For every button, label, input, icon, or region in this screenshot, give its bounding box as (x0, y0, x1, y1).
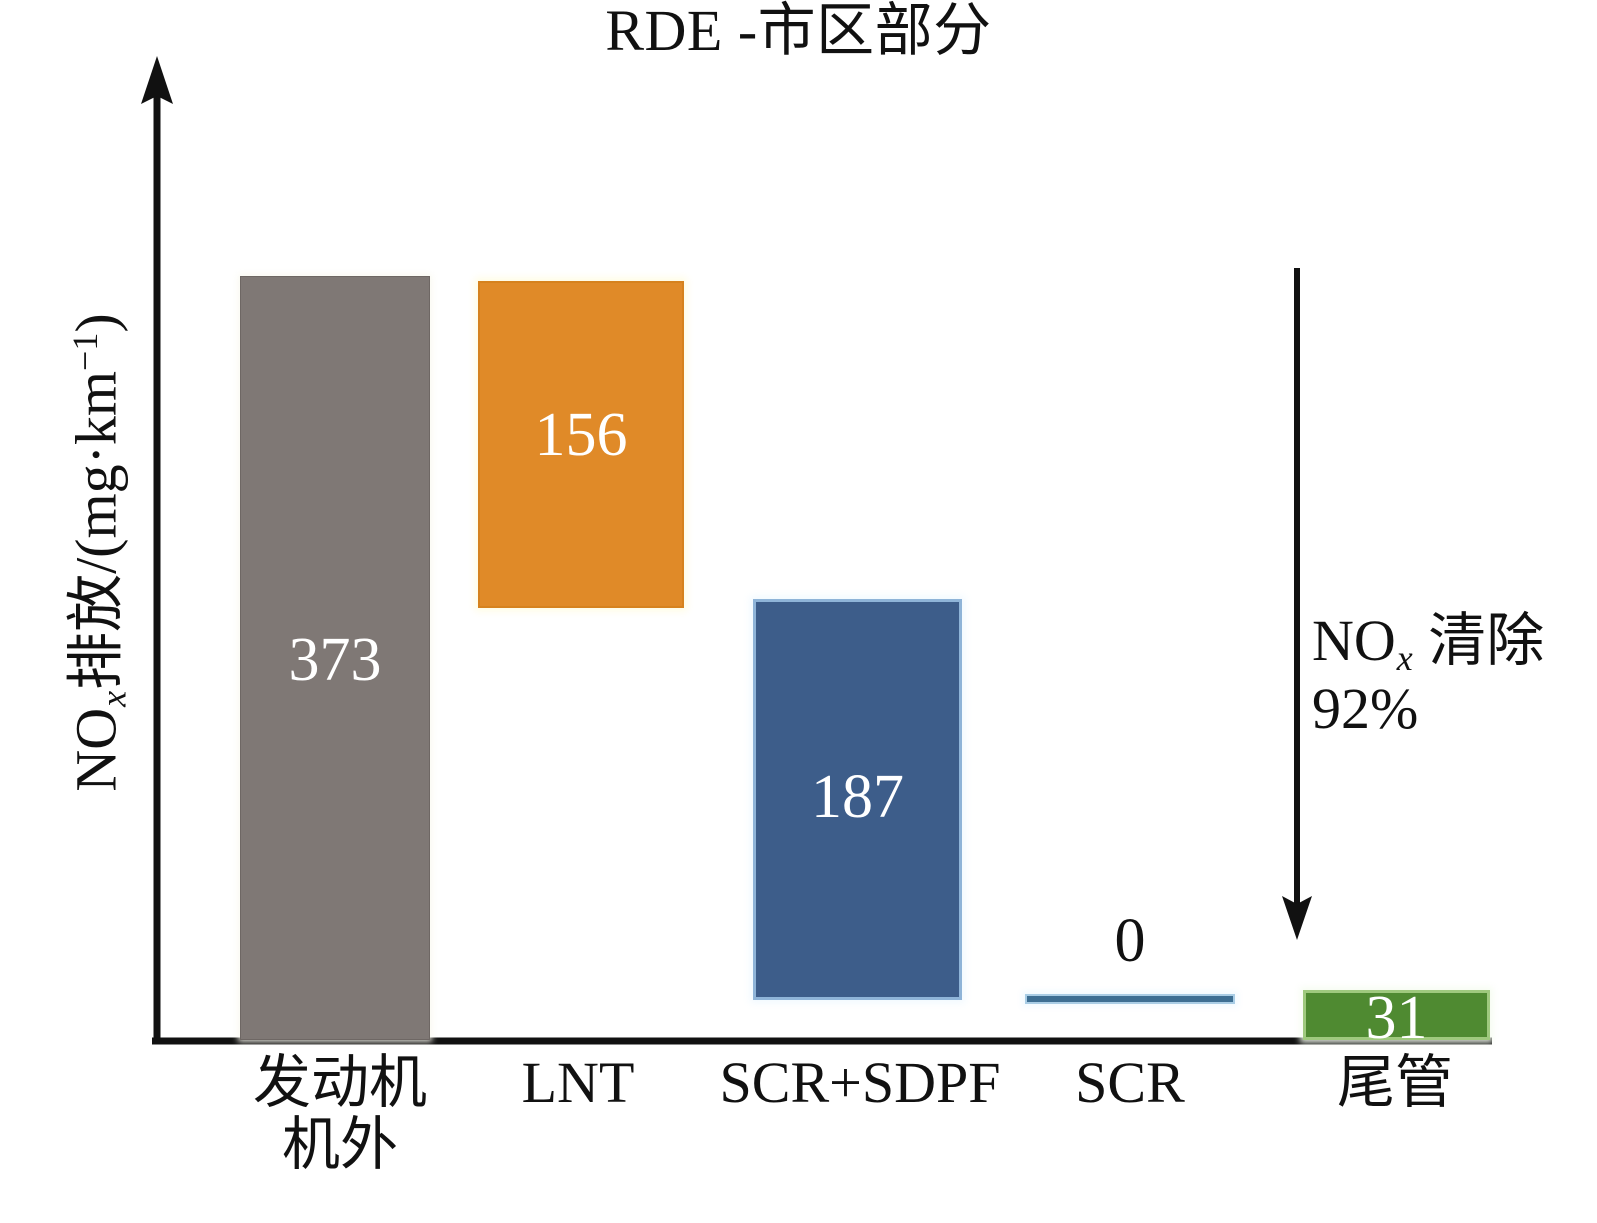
bar-value-lnt: 156 (534, 401, 628, 469)
bar-engine-out[interactable]: 373 (240, 276, 430, 1040)
y-axis-arrowhead-icon (141, 56, 173, 104)
reduction-arrow-head-icon (1282, 896, 1312, 940)
reduction-subscript: x (1396, 638, 1413, 679)
reduction-prefix: NO (1312, 608, 1396, 673)
x-axis-label-engine-out: 发动机 机外 (215, 1050, 465, 1178)
chart-title: RDE -市区部分 (605, 0, 992, 63)
x-axis-label-scr: SCR (1020, 1050, 1240, 1115)
x-axis-label-lnt-line1: LNT (521, 1050, 635, 1115)
reduction-percent: 92% (1312, 675, 1419, 741)
x-axis-label-scr-line1: SCR (1075, 1050, 1185, 1115)
nox-reduction-annotation: NOx 清除 92% (1312, 608, 1597, 741)
x-axis-label-scr-sdpf-line1: SCR+SDPF (719, 1050, 1001, 1115)
bar-tailpipe[interactable]: 31 (1303, 987, 1490, 1049)
x-axis-label-lnt: LNT (458, 1050, 698, 1115)
x-axis-label-tailpipe: 尾管 (1280, 1050, 1510, 1115)
x-axis-label-engine-out-line1: 发动机 (252, 1050, 427, 1115)
bar-scr[interactable]: 0 (1025, 910, 1235, 1004)
x-axis-label-engine-out-line2: 机外 (281, 1112, 398, 1178)
bar-value-scr-sdpf: 187 (811, 763, 904, 831)
reduction-suffix: 清除 (1413, 608, 1545, 673)
x-axis-label-tailpipe-line1: 尾管 (1336, 1050, 1453, 1115)
bar-value-tailpipe: 31 (1365, 984, 1428, 1052)
bar-value-engine-out: 373 (288, 626, 382, 694)
x-axis-label-scr-sdpf: SCR+SDPF (675, 1050, 1045, 1115)
bar-scr-sdpf[interactable]: 187 (753, 599, 962, 1000)
bar-lnt[interactable]: 156 (478, 281, 684, 608)
